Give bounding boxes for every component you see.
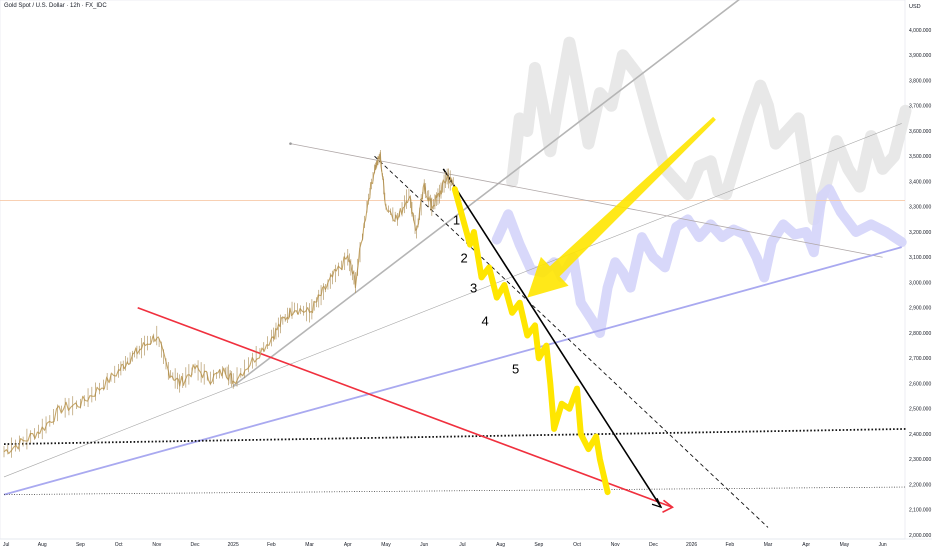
x-tick-label: Oct: [573, 542, 581, 548]
y-tick-label: 3,900.000: [909, 53, 931, 59]
currency-label: USD: [909, 4, 921, 10]
x-tick-label: Mar: [764, 542, 773, 548]
gray-top-anchor: [289, 142, 292, 145]
x-tick-label: 2025: [228, 542, 239, 548]
gray-thin-uptrend: [3, 123, 902, 478]
y-axis[interactable]: 2,000.000 2,100.000 2,200.000 2,300.000 2,40…: [909, 28, 931, 539]
y-tick-label: 2,500.000: [909, 407, 931, 413]
gray-thick-uptrend: [232, 0, 740, 387]
wave-label-1: 1: [453, 212, 460, 227]
y-tick-label: 2,200.000: [909, 482, 931, 488]
x-tick-label: Feb: [267, 542, 276, 548]
y-tick-label: 4,000.000: [909, 28, 931, 34]
gray-top-trend: [290, 143, 883, 258]
y-tick-label: 2,100.000: [909, 508, 931, 514]
x-tick-label: Jul: [3, 542, 9, 548]
x-tick-label: Sep: [534, 542, 543, 548]
wave-label-2: 2: [460, 250, 467, 265]
y-tick-label: 3,100.000: [909, 255, 931, 261]
y-tick-label: 2,600.000: [909, 381, 931, 387]
wave-label-4: 4: [482, 313, 489, 328]
red-trend-line: [137, 307, 673, 508]
projection: [451, 116, 716, 496]
y-tick-label: 3,600.000: [909, 129, 931, 135]
x-tick-label: Apr: [344, 542, 352, 548]
x-tick-label: Dec: [191, 542, 200, 548]
wave-labels: 1 2 3 4 5: [453, 212, 519, 376]
black-downtrend: [442, 168, 662, 508]
y-tick-label: 2,700.000: [909, 356, 931, 362]
x-tick-label: Oct: [115, 542, 123, 548]
y-tick-label: 3,500.000: [909, 154, 931, 160]
y-tick-label: 2,300.000: [909, 457, 931, 463]
x-tick-label: Nov: [611, 542, 620, 548]
x-tick-label: Aug: [38, 542, 47, 548]
x-tick-label: Jun: [879, 542, 887, 548]
dashed-downtrend: [374, 155, 769, 528]
x-tick-label: Jul: [459, 542, 465, 548]
black-arrow-head: [651, 497, 663, 509]
x-tick-label: Nov: [152, 542, 161, 548]
x-axis[interactable]: Jul Aug Sep Oct Nov Dec 2025 Feb Mar Apr May Jun Jul…: [3, 542, 887, 548]
y-tick-label: 2,400.000: [909, 432, 931, 438]
y-tick-label: 3,000.000: [909, 280, 931, 286]
x-tick-label: May: [381, 542, 391, 548]
ghost-paths: [491, 36, 912, 338]
price-series: [3, 150, 455, 458]
dotted-support-bold: [3, 428, 906, 445]
wave-label-3: 3: [470, 281, 477, 296]
y-tick-label: 3,700.000: [909, 104, 931, 110]
y-tick-label: 3,800.000: [909, 78, 931, 84]
x-tick-label: Jun: [420, 542, 428, 548]
x-tick-label: Dec: [649, 542, 658, 548]
yellow-projection-path: [451, 186, 611, 496]
symbol-title[interactable]: Gold Spot / U.S. Dollar · 12h · FX_IDC: [4, 3, 107, 9]
x-tick-label: Sep: [76, 542, 85, 548]
trend-lines: [0, 0, 906, 528]
y-tick-label: 2,800.000: [909, 331, 931, 337]
x-tick-label: Aug: [496, 542, 505, 548]
dotted-support-thin: [3, 486, 906, 495]
y-tick-label: 2,000.000: [909, 533, 931, 539]
y-tick-label: 2,900.000: [909, 306, 931, 312]
price-line: [3, 151, 455, 455]
x-tick-label: Apr: [802, 542, 810, 548]
red-arrow-head: [662, 499, 674, 513]
x-tick-label: May: [840, 542, 850, 548]
y-tick-label: 3,200.000: [909, 230, 931, 236]
yellow-arrow: [527, 116, 716, 298]
x-tick-label: 2026: [686, 542, 697, 548]
ghost-gray-path: [506, 36, 912, 226]
y-tick-label: 3,300.000: [909, 205, 931, 211]
y-tick-label: 3,400.000: [909, 179, 931, 185]
x-tick-label: Mar: [305, 542, 314, 548]
ghost-blue-path: [491, 184, 907, 338]
x-tick-label: Feb: [725, 542, 734, 548]
blue-channel-line: [3, 246, 902, 496]
wave-label-5: 5: [512, 361, 519, 376]
